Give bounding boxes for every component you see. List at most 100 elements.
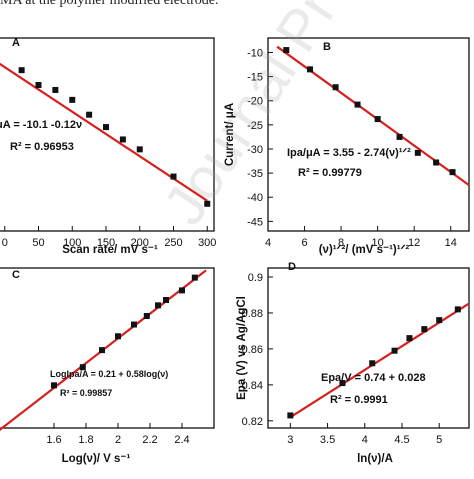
data-point: [18, 67, 25, 74]
x-tick-label: 0: [2, 237, 8, 249]
x-tick-label: 3.5: [320, 434, 335, 446]
x-tick-label: 2.4: [174, 434, 189, 446]
data-point: [396, 133, 403, 140]
fit-r-squared: R² = 0.96953: [10, 141, 74, 153]
x-tick-label: 4.5: [394, 434, 409, 446]
y-tick-label: 0.86: [242, 344, 263, 356]
x-tick-label: 200: [131, 237, 149, 249]
fit-r-squared: R² = 0.99857: [60, 388, 112, 398]
data-point: [332, 84, 339, 91]
y-axis-title: Epa (V) vs Ag/AgCl: [236, 296, 248, 400]
data-point: [307, 66, 314, 73]
panel-d: 3 3.5 4 4.5 5 0.82 0.84 0.86 0.88 0.9 D Epa/V = 0.7…: [236, 261, 470, 465]
data-point: [52, 86, 59, 93]
data-point: [374, 116, 381, 123]
x-tick-label: 1.6: [46, 434, 61, 446]
data-point: [79, 364, 86, 371]
data-point: [51, 382, 57, 389]
data-point: [155, 302, 161, 309]
data-point: [119, 136, 126, 143]
fit-r-squared: R² = 0.99779: [298, 167, 362, 179]
data-point: [163, 297, 169, 303]
data-point: [191, 274, 198, 281]
x-tick-label: 300: [198, 237, 216, 249]
y-tick-label: 0.9: [248, 272, 263, 284]
data-point: [414, 149, 421, 156]
panel-label: A: [12, 37, 20, 49]
data-point: [143, 313, 150, 319]
data-point: [339, 380, 346, 387]
x-tick-label: 2.2: [142, 434, 157, 446]
fit-equation: Epa/V = 0.74 + 0.028: [321, 372, 426, 384]
data-point: [115, 333, 121, 340]
fit-line: [276, 45, 470, 187]
x-tick-label: 4: [265, 237, 271, 249]
fit-equation: μA = -10.1 -0.12ν: [0, 119, 82, 131]
x-tick-label: 100: [63, 237, 81, 249]
y-tick-label: -30: [247, 144, 263, 156]
data-point: [35, 82, 42, 89]
y-tick-label: -45: [247, 216, 263, 228]
fit-equation: LogIpa/A = 0.21 + 0.58log(ν): [50, 369, 168, 379]
x-tick-label: 150: [97, 237, 115, 249]
x-tick-label: 8: [338, 237, 344, 249]
x-axis-title: Log(ν)/ V s⁻¹: [62, 453, 131, 465]
y-tick-label: -20: [247, 96, 263, 108]
data-point: [136, 146, 143, 153]
data-point: [436, 317, 443, 324]
fit-r-squared: R² = 0.9991: [330, 394, 388, 406]
x-axis-title: (ν)¹ᐟ²/ (mV s⁻¹)¹ᐟ²: [319, 244, 410, 256]
data-point: [406, 335, 413, 342]
data-point: [204, 200, 211, 207]
panel-label: C: [12, 269, 20, 281]
plot-frame: [0, 267, 215, 429]
fit-equation: Ipa/μA = 3.55 - 2.74(ν)¹ᐟ²: [287, 147, 411, 159]
x-tick-label: 1.8: [78, 434, 93, 446]
y-tick-label: -25: [247, 120, 263, 132]
plot-frame: [267, 37, 470, 232]
panel-c: 1.6 1.8 2 2.2 2.4 C LogIpa/A = 0.21 + 0.58log(…: [0, 267, 215, 465]
data-point: [170, 173, 177, 180]
y-tick-label: 0.84: [242, 380, 263, 392]
x-tick-label: 6: [301, 237, 307, 249]
plot-frame: [267, 267, 470, 429]
panel-label: D: [288, 261, 296, 273]
figure-caption: MA at the polymer modified electrode.: [0, 0, 219, 8]
x-tick-label: 5: [436, 434, 442, 446]
x-axis-title: Scan rate/ mV s⁻¹: [62, 244, 158, 256]
y-tick-label: -40: [247, 192, 263, 204]
x-tick-label: 12: [408, 237, 420, 249]
data-point: [354, 101, 361, 108]
x-tick-label: 10: [372, 237, 384, 249]
data-point: [391, 347, 398, 354]
x-tick-label: 50: [32, 237, 44, 249]
y-tick-label: -10: [247, 47, 263, 59]
x-tick-label: 2: [115, 434, 121, 446]
data-point: [369, 360, 376, 367]
panel-a: 0 50 100 150 200 250 300 AμA = -10.1 -0.12ν R² =…: [0, 37, 216, 256]
data-point: [454, 306, 461, 313]
fit-line: [0, 62, 208, 202]
data-point: [433, 159, 440, 166]
data-point: [283, 47, 290, 54]
data-point: [131, 321, 137, 328]
data-point: [421, 326, 428, 333]
data-point: [69, 96, 76, 103]
y-tick-label: 0.88: [242, 308, 263, 320]
y-tick-label: 0.82: [242, 416, 263, 428]
y-tick-label: -15: [247, 72, 263, 84]
x-tick-label: 3: [287, 434, 293, 446]
data-point: [287, 412, 294, 419]
data-point: [449, 169, 456, 176]
panel-b: 4 6 8 10 12 14 -10 -15 -20 -25 -30 -35 -40 -45 B Ipa/μA…: [224, 37, 470, 256]
x-tick-label: 14: [445, 237, 457, 249]
data-point: [99, 347, 105, 354]
x-tick-label: 250: [164, 237, 182, 249]
data-point: [86, 111, 93, 118]
x-axis-title: ln(ν)/A: [357, 453, 393, 465]
y-axis-title: Current/ μA: [224, 103, 236, 166]
data-point: [179, 287, 185, 294]
x-tick-label: 4: [362, 434, 368, 446]
